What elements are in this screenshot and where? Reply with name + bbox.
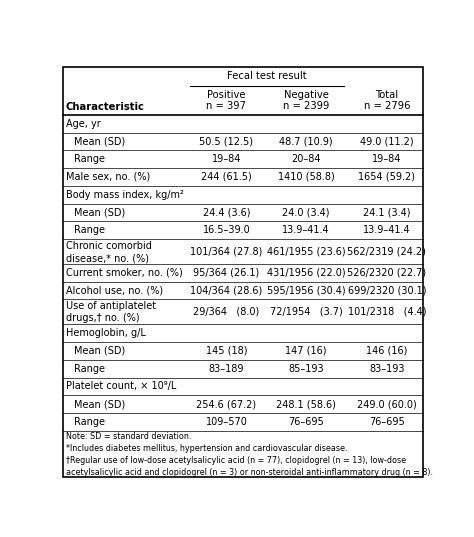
Text: 461/1955 (23.6): 461/1955 (23.6) — [267, 246, 346, 257]
Text: 13.9–41.4: 13.9–41.4 — [363, 225, 411, 235]
Text: 248.1 (58.6): 248.1 (58.6) — [276, 399, 336, 409]
Text: 109–570: 109–570 — [205, 417, 247, 427]
Text: 104/364 (28.6): 104/364 (28.6) — [190, 286, 263, 295]
Text: Hemoglobin, g/L: Hemoglobin, g/L — [66, 328, 146, 338]
Text: Range: Range — [74, 417, 105, 427]
Text: 50.5 (12.5): 50.5 (12.5) — [200, 136, 254, 147]
Text: Platelet count, × 10⁹/L: Platelet count, × 10⁹/L — [66, 381, 176, 391]
Text: Mean (SD): Mean (SD) — [74, 346, 125, 356]
Text: 24.4 (3.6): 24.4 (3.6) — [203, 207, 250, 217]
Text: Range: Range — [74, 364, 105, 374]
Text: 76–695: 76–695 — [288, 417, 324, 427]
Text: 101/364 (27.8): 101/364 (27.8) — [190, 246, 263, 257]
Text: 49.0 (11.2): 49.0 (11.2) — [360, 136, 414, 147]
Text: 595/1956 (30.4): 595/1956 (30.4) — [267, 286, 346, 295]
Text: Total
n = 2796: Total n = 2796 — [364, 90, 410, 111]
Text: 16.5–39.0: 16.5–39.0 — [202, 225, 250, 235]
Text: 85–193: 85–193 — [288, 364, 324, 374]
Text: Body mass index, kg/m²: Body mass index, kg/m² — [66, 190, 184, 200]
Text: Current smoker, no. (%): Current smoker, no. (%) — [66, 268, 182, 278]
Text: Alcohol use, no. (%): Alcohol use, no. (%) — [66, 286, 163, 295]
Text: 431/1956 (22.0): 431/1956 (22.0) — [267, 268, 346, 278]
Text: 95/364 (26.1): 95/364 (26.1) — [193, 268, 260, 278]
Text: Range: Range — [74, 225, 105, 235]
Text: 83–193: 83–193 — [369, 364, 405, 374]
Text: 48.7 (10.9): 48.7 (10.9) — [279, 136, 333, 147]
Text: 1410 (58.8): 1410 (58.8) — [278, 172, 335, 182]
Text: 254.6 (67.2): 254.6 (67.2) — [196, 399, 256, 409]
Text: 76–695: 76–695 — [369, 417, 405, 427]
Text: 20–84: 20–84 — [292, 154, 321, 164]
Text: Chronic comorbid
disease,* no. (%): Chronic comorbid disease,* no. (%) — [66, 241, 152, 263]
Text: Use of antiplatelet
drugs,† no. (%): Use of antiplatelet drugs,† no. (%) — [66, 301, 156, 323]
Text: 146 (16): 146 (16) — [366, 346, 408, 356]
Text: 1654 (59.2): 1654 (59.2) — [358, 172, 415, 182]
Text: 83–189: 83–189 — [209, 364, 244, 374]
Text: 13.9–41.4: 13.9–41.4 — [283, 225, 330, 235]
Text: Mean (SD): Mean (SD) — [74, 207, 125, 217]
Text: Mean (SD): Mean (SD) — [74, 136, 125, 147]
Text: 244 (61.5): 244 (61.5) — [201, 172, 252, 182]
Text: 101/2318   (4.4): 101/2318 (4.4) — [347, 307, 426, 317]
Text: 72/1954   (3.7): 72/1954 (3.7) — [270, 307, 343, 317]
Text: 699/2320 (30.1): 699/2320 (30.1) — [347, 286, 426, 295]
Text: 249.0 (60.0): 249.0 (60.0) — [357, 399, 417, 409]
Text: 562/2319 (24.2): 562/2319 (24.2) — [347, 246, 427, 257]
Text: Male sex, no. (%): Male sex, no. (%) — [66, 172, 150, 182]
Text: Positive
n = 397: Positive n = 397 — [206, 90, 246, 111]
Text: 526/2320 (22.7): 526/2320 (22.7) — [347, 268, 427, 278]
Text: Range: Range — [74, 154, 105, 164]
Text: 24.0 (3.4): 24.0 (3.4) — [283, 207, 330, 217]
Text: 24.1 (3.4): 24.1 (3.4) — [363, 207, 410, 217]
Text: Characteristic: Characteristic — [66, 103, 145, 112]
Text: Note: SD = standard deviation.
*Includes diabetes mellitus, hypertension and car: Note: SD = standard deviation. *Includes… — [66, 432, 433, 477]
Text: 145 (18): 145 (18) — [206, 346, 247, 356]
Text: Age, yr: Age, yr — [66, 119, 100, 129]
Text: Fecal test result: Fecal test result — [227, 71, 307, 81]
Text: 19–84: 19–84 — [372, 154, 401, 164]
Text: Negative
n = 2399: Negative n = 2399 — [283, 90, 329, 111]
Text: Mean (SD): Mean (SD) — [74, 399, 125, 409]
Text: 19–84: 19–84 — [212, 154, 241, 164]
Text: 29/364   (8.0): 29/364 (8.0) — [193, 307, 260, 317]
Text: 147 (16): 147 (16) — [285, 346, 327, 356]
